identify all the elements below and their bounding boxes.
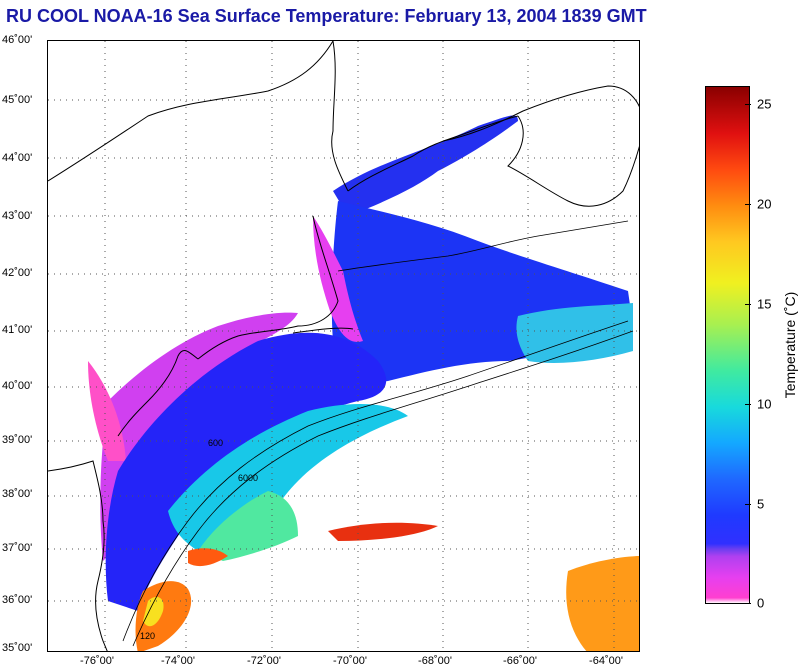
lat-label-39: 39˚00' — [2, 434, 33, 446]
colorbar-tick-5: 5 — [757, 496, 765, 512]
colorbar-tick-15: 15 — [757, 296, 772, 312]
lat-label-35: 35˚00' — [2, 642, 33, 654]
lat-label-38: 38˚00' — [2, 488, 33, 500]
lon-label-64: -64˚00' — [589, 655, 623, 667]
lat-label-46: 46˚00' — [2, 34, 33, 46]
colorbar-tickmark — [745, 504, 751, 505]
colorbar-tickmark — [745, 204, 751, 205]
colorbar-label: Temperature (˚C) — [782, 291, 798, 399]
lon-label-74: -74˚00' — [161, 655, 195, 667]
isobath-label-6000: 6000 — [238, 473, 258, 483]
colorbar-tickmark — [745, 304, 751, 305]
lat-label-44: 44˚00' — [2, 152, 33, 164]
lat-label-37: 37˚00' — [2, 542, 33, 554]
lon-label-66: -66˚00' — [503, 655, 537, 667]
lat-label-41: 41˚00' — [2, 324, 33, 336]
lon-label-68: -68˚00' — [418, 655, 452, 667]
coastline — [48, 41, 639, 651]
lat-label-40: 40˚00' — [2, 380, 33, 392]
colorbar-tickmark — [745, 104, 751, 105]
colorbar-tick-0: 0 — [757, 595, 765, 611]
isobath-label-120: 120 — [140, 631, 155, 641]
lat-label-45: 45˚00' — [2, 94, 33, 106]
lat-label-42: 42˚00' — [2, 267, 33, 279]
colorbar-tick-10: 10 — [757, 396, 772, 412]
colorbar-tick-25: 25 — [757, 96, 772, 112]
sst-map: 120 600 6000 — [47, 40, 640, 652]
sst-map-canvas: 120 600 6000 — [48, 41, 639, 651]
colorbar-tick-20: 20 — [757, 196, 772, 212]
isobath-label-600: 600 — [208, 438, 223, 448]
sst-imagery — [88, 115, 639, 651]
graticule — [48, 41, 639, 651]
lon-label-76: -76˚00' — [80, 655, 114, 667]
colorbar-tickmark — [745, 603, 751, 604]
lat-label-43: 43˚00' — [2, 210, 33, 222]
lon-label-72: -72˚00' — [247, 655, 281, 667]
lat-label-36: 36˚00' — [2, 594, 33, 606]
temperature-colorbar — [705, 86, 750, 604]
isobaths — [122, 220, 634, 647]
map-title: RU COOL NOAA-16 Sea Surface Temperature:… — [6, 6, 647, 26]
isobath-labels: 120 600 6000 — [140, 438, 258, 641]
lon-label-70: -70˚00' — [333, 655, 367, 667]
colorbar-tickmark — [745, 404, 751, 405]
